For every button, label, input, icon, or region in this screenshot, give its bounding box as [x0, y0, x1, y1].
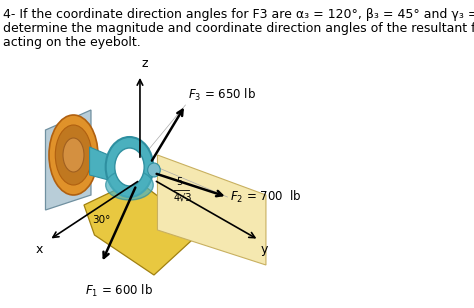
Polygon shape	[46, 110, 91, 210]
Circle shape	[65, 138, 68, 142]
Polygon shape	[84, 180, 203, 275]
Ellipse shape	[55, 125, 91, 185]
Polygon shape	[157, 155, 266, 265]
Text: y: y	[261, 243, 268, 256]
Text: $\it{F}$$_1$ = 600 lb: $\it{F}$$_1$ = 600 lb	[85, 283, 153, 299]
Text: 5: 5	[176, 177, 182, 187]
Circle shape	[58, 178, 61, 182]
Text: z: z	[141, 57, 148, 70]
Ellipse shape	[106, 170, 153, 200]
Text: $\it{F}$$_2$ = 700  lb: $\it{F}$$_2$ = 700 lb	[230, 189, 302, 205]
Text: $\it{F}$$_3$ = 650 lb: $\it{F}$$_3$ = 650 lb	[188, 87, 256, 103]
Polygon shape	[90, 147, 109, 180]
Circle shape	[55, 153, 57, 157]
Circle shape	[72, 148, 75, 152]
Ellipse shape	[115, 148, 144, 186]
Text: 30°: 30°	[92, 215, 111, 225]
Ellipse shape	[106, 137, 153, 197]
Ellipse shape	[148, 163, 160, 177]
Text: x: x	[36, 243, 44, 256]
Ellipse shape	[49, 115, 98, 195]
Text: 4- If the coordinate direction angles for F3 are α₃ = 120°, β₃ = 45° and γ₃ = 60: 4- If the coordinate direction angles fo…	[3, 8, 474, 21]
Text: determine the magnitude and coordinate direction angles of the resultant force: determine the magnitude and coordinate d…	[3, 22, 474, 35]
Ellipse shape	[63, 138, 84, 172]
Text: acting on the eyebolt.: acting on the eyebolt.	[3, 36, 141, 49]
Circle shape	[62, 163, 64, 167]
Text: 4√3: 4√3	[173, 192, 192, 202]
Circle shape	[68, 183, 72, 187]
